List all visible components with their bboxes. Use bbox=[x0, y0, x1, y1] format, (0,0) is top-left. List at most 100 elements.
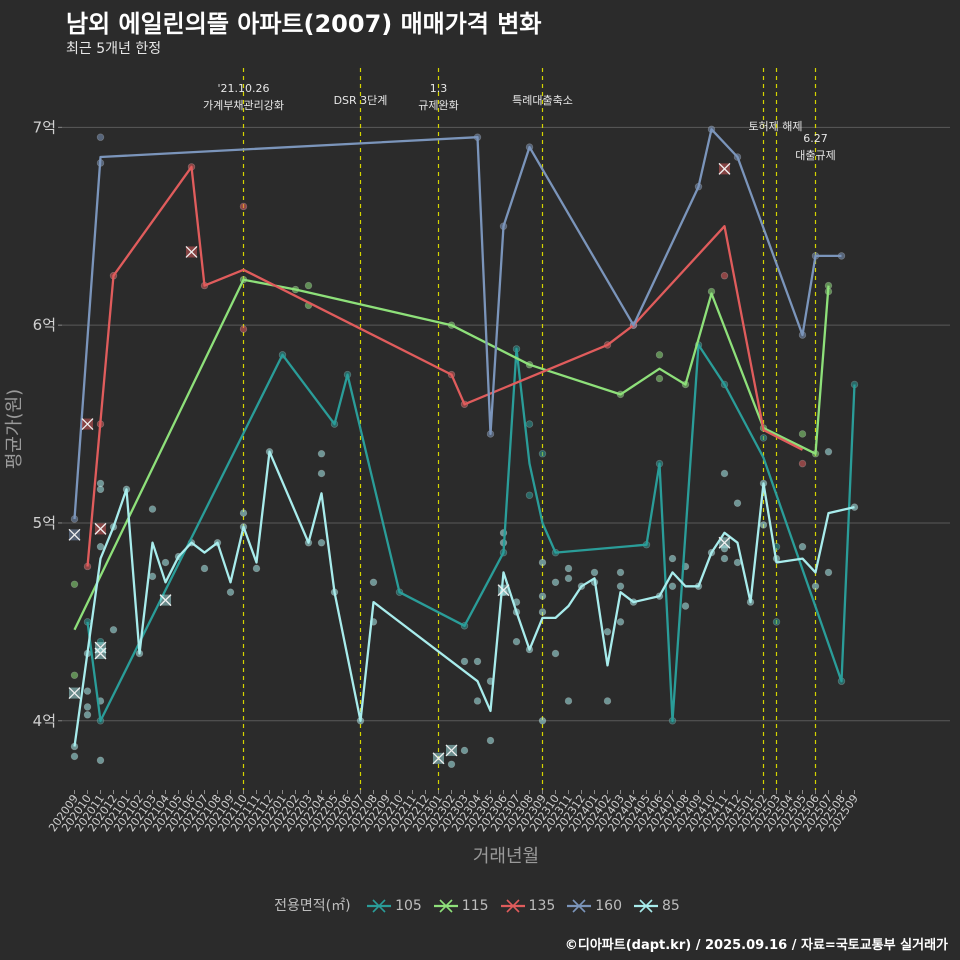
data-point bbox=[200, 564, 209, 573]
data-point bbox=[239, 202, 248, 211]
legend-item-115: 115 bbox=[433, 898, 489, 914]
legend: 전용면적(㎡) 105 115 135 160 85 bbox=[0, 895, 960, 915]
cancel-mark-x bbox=[94, 522, 107, 535]
legend-title: 전용면적(㎡) bbox=[274, 898, 351, 914]
data-point bbox=[720, 554, 729, 563]
y-tick-label: 4억 bbox=[33, 712, 56, 730]
legend-key-icon bbox=[567, 899, 592, 913]
data-point bbox=[720, 469, 729, 478]
legend-item-160: 160 bbox=[567, 898, 622, 914]
series-line-135 bbox=[86, 165, 804, 567]
data-point bbox=[486, 736, 495, 745]
cancel-mark-x bbox=[185, 246, 198, 258]
legend-label: 135 bbox=[528, 898, 556, 914]
data-point bbox=[655, 351, 664, 359]
data-point bbox=[473, 657, 482, 666]
data-point bbox=[616, 582, 625, 590]
data-point bbox=[538, 717, 547, 725]
data-point bbox=[551, 649, 560, 658]
y-tick-label: 6억 bbox=[33, 316, 56, 334]
data-point bbox=[83, 703, 92, 711]
series-line-85 bbox=[73, 450, 855, 747]
data-point bbox=[70, 752, 79, 761]
data-point bbox=[720, 271, 729, 280]
cancel-mark bbox=[68, 528, 81, 541]
data-point bbox=[96, 756, 105, 765]
data-point bbox=[759, 434, 768, 442]
data-point bbox=[525, 491, 534, 499]
data-point bbox=[772, 618, 781, 626]
cancel-mark bbox=[432, 752, 445, 765]
data-point bbox=[798, 542, 807, 551]
cancel-mark-x bbox=[159, 594, 172, 607]
data-point bbox=[83, 687, 92, 695]
data-point bbox=[239, 509, 248, 517]
data-point bbox=[616, 568, 625, 577]
data-point bbox=[798, 430, 807, 438]
chart-title: 남외 에일린의뜰 아파트(2007) 매매가격 변화 bbox=[66, 10, 542, 38]
cancel-mark-x bbox=[445, 744, 458, 757]
data-point bbox=[824, 448, 833, 456]
data-point bbox=[252, 564, 261, 573]
data-point bbox=[733, 499, 742, 507]
data-point bbox=[538, 592, 547, 600]
series-105 bbox=[83, 341, 859, 725]
legend-item-135: 135 bbox=[500, 898, 556, 914]
cancel-mark bbox=[159, 594, 172, 607]
legend-key-icon bbox=[634, 899, 658, 913]
x-axis-title: 거래년월 bbox=[473, 846, 539, 867]
source-caption: ©디아파트(dapt.kr) / 2025.09.16 / 자료=국토교통부 실… bbox=[564, 938, 948, 953]
data-point bbox=[148, 505, 157, 513]
data-point bbox=[447, 760, 456, 768]
series-line-115 bbox=[73, 278, 830, 631]
cancel-mark-x bbox=[718, 162, 731, 175]
data-point bbox=[525, 420, 534, 428]
data-point bbox=[603, 628, 612, 636]
event-label: 규제완화 bbox=[418, 99, 458, 112]
cancel-mark-x bbox=[68, 528, 81, 541]
data-point bbox=[668, 554, 677, 563]
data-point bbox=[161, 558, 170, 567]
legend-label: 160 bbox=[595, 898, 622, 914]
data-point bbox=[83, 711, 92, 719]
legend-label: 115 bbox=[461, 898, 489, 914]
y-tick-label: 7억 bbox=[33, 118, 56, 136]
data-point bbox=[96, 485, 105, 494]
legend-label: 85 bbox=[662, 898, 680, 914]
event-label: DSR 3단계 bbox=[334, 94, 388, 107]
data-point bbox=[226, 588, 235, 596]
cancel-mark bbox=[94, 522, 107, 535]
data-point bbox=[603, 697, 612, 705]
event-label: 가계부채관리강화 bbox=[203, 99, 284, 112]
event-label: 6.27 bbox=[803, 132, 828, 145]
event-label: '21.10.26 bbox=[217, 82, 269, 95]
data-point bbox=[759, 521, 768, 529]
data-point bbox=[668, 582, 677, 590]
legend-item-105: 105 bbox=[367, 898, 422, 914]
data-point bbox=[681, 602, 690, 610]
data-point bbox=[538, 608, 547, 616]
data-point bbox=[148, 572, 157, 581]
cancel-mark-x bbox=[432, 752, 445, 765]
data-point bbox=[304, 281, 313, 290]
cancel-mark bbox=[185, 246, 198, 258]
cancel-mark bbox=[718, 162, 731, 175]
y-tick-label: 5억 bbox=[33, 514, 56, 532]
series-85 bbox=[70, 448, 859, 768]
data-point bbox=[109, 626, 118, 634]
data-point bbox=[551, 578, 560, 587]
cancel-mark-x bbox=[94, 647, 107, 660]
legend-item-85: 85 bbox=[634, 898, 680, 914]
data-point bbox=[239, 325, 248, 333]
legend-key-icon bbox=[500, 899, 525, 913]
cancel-mark-x bbox=[718, 536, 731, 549]
data-point bbox=[460, 657, 469, 666]
data-point bbox=[824, 568, 833, 577]
data-point bbox=[70, 580, 79, 588]
event-label: 토허제 해제 bbox=[748, 119, 802, 133]
cancel-mark-x bbox=[81, 418, 94, 431]
data-point bbox=[317, 539, 326, 547]
data-point bbox=[460, 746, 469, 755]
data-point bbox=[70, 671, 79, 679]
cancel-mark-x bbox=[68, 687, 81, 700]
